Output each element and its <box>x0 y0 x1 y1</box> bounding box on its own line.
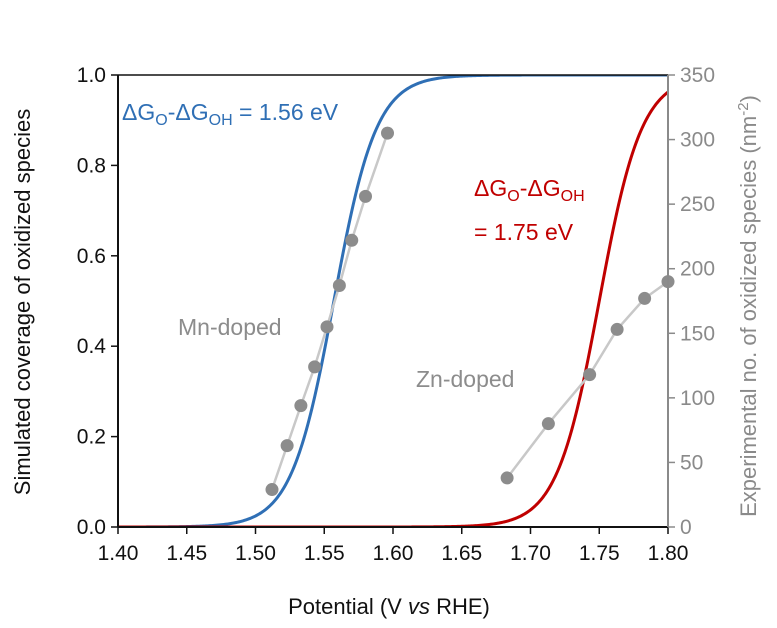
y-left-tick-label: 0.8 <box>77 154 106 177</box>
mn-doped-point <box>294 399 308 413</box>
y-left-tick-label: 0.2 <box>77 426 106 449</box>
x-tick-label: 1.70 <box>510 542 551 565</box>
y-left-tick-label: 1.0 <box>77 64 106 87</box>
mn-doped-point <box>308 360 322 374</box>
x-axis-title: Potential (V vs RHE) <box>288 594 490 619</box>
zn-doped-label: Zn-doped <box>416 366 514 392</box>
x-tick-label: 1.80 <box>648 542 689 565</box>
red-curve-label: ΔGO-ΔGOH <box>474 175 585 205</box>
x-tick-label: 1.65 <box>441 542 482 565</box>
zn-doped-point <box>638 291 652 305</box>
x-tick-label: 1.50 <box>235 542 276 565</box>
zn-doped-point <box>500 471 514 485</box>
blue-curve-label: ΔGO-ΔGOH = 1.56 eV <box>122 99 339 129</box>
mn-doped-point <box>345 233 359 247</box>
mn-doped-point <box>381 126 394 140</box>
y-right-tick-label: 150 <box>680 322 715 345</box>
simulated-curve-red <box>118 90 668 527</box>
y-left-tick-label: 0.6 <box>77 245 106 268</box>
mn-doped-point <box>280 439 294 453</box>
x-tick-label: 1.45 <box>166 542 207 565</box>
y-right-tick-label: 0 <box>680 516 692 539</box>
y-left-tick-label: 0.0 <box>77 516 106 539</box>
y-right-tick-label: 300 <box>680 129 715 152</box>
y-right-tick-label: 200 <box>680 258 715 281</box>
zn-doped-point <box>610 322 624 336</box>
mn-doped-line <box>270 132 389 490</box>
y-left-tick-label: 0.4 <box>77 335 107 358</box>
mn-doped-point <box>265 483 279 497</box>
mn-doped-point <box>332 279 346 293</box>
y-right-tick-label: 50 <box>680 451 703 474</box>
zn-doped-point <box>583 368 597 382</box>
mn-doped-label: Mn-doped <box>178 314 282 340</box>
red-curve-label-line2: = 1.75 eV <box>474 219 574 245</box>
plot-content: 1.40 1.45 1.50 1.55 1.60 1.65 1.70 1.75 1.80 0.0 0… <box>77 64 715 565</box>
y-right-tick-label: 350 <box>680 64 715 87</box>
y-right-tick-label: 100 <box>680 387 715 410</box>
mn-doped-point <box>320 320 334 334</box>
x-tick-label: 1.55 <box>304 542 345 565</box>
y-left-axis-title: Simulated coverage of oxidized species <box>10 109 35 495</box>
x-tick-label: 1.60 <box>373 542 414 565</box>
y-right-tick-label: 250 <box>680 193 715 216</box>
y-right-axis-title: Experimental no. of oxidized species (nm… <box>735 95 762 517</box>
mn-doped-point <box>359 189 372 203</box>
x-tick-label: 1.75 <box>579 542 620 565</box>
simulated-curve-blue <box>118 75 668 527</box>
x-tick-label: 1.40 <box>98 542 139 565</box>
zn-doped-point <box>541 417 555 431</box>
